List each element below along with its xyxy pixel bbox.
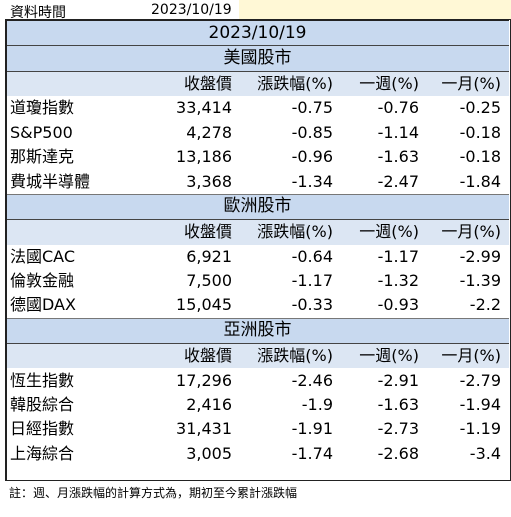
change-value: -0.96 — [240, 144, 341, 170]
table-row: 恆生指數 17,296 -2.46 -2.91 -2.79 — [6, 368, 510, 393]
col-month: 一月(%) — [427, 219, 510, 245]
close-value: 3,005 — [140, 441, 240, 467]
col-change: 漲跌幅(%) — [240, 219, 341, 245]
month-value: -3.4 — [427, 441, 510, 467]
month-value: -0.18 — [427, 120, 510, 145]
close-value: 13,186 — [140, 144, 240, 170]
index-name: 倫敦金融 — [6, 268, 140, 294]
change-value: -0.75 — [240, 96, 341, 121]
index-name: 德國DAX — [6, 293, 140, 319]
week-value: -1.32 — [341, 268, 427, 294]
month-value: -1.39 — [427, 268, 510, 294]
month-value: -0.25 — [427, 96, 510, 121]
info-highlight — [239, 0, 511, 20]
close-value: 3,368 — [140, 169, 240, 195]
close-value: 15,045 — [140, 293, 240, 319]
table-row: 費城半導體 3,368 -1.34 -2.47 -1.84 — [6, 169, 510, 195]
market-table: 2023/10/19 美國股市 收盤價 漲跌幅(%) 一週(%) 一月(%) 道… — [6, 19, 510, 467]
change-value: -1.34 — [240, 169, 341, 195]
week-value: -2.91 — [341, 368, 427, 393]
column-header-row: 收盤價 漲跌幅(%) 一週(%) 一月(%) — [6, 71, 510, 97]
change-value: -1.91 — [240, 417, 341, 442]
month-value: -2.2 — [427, 293, 510, 319]
week-value: -1.63 — [341, 392, 427, 418]
week-value: -0.93 — [341, 293, 427, 319]
week-value: -1.14 — [341, 120, 427, 145]
close-value: 31,431 — [140, 417, 240, 442]
section-title-us: 美國股市 — [6, 45, 510, 72]
index-name: 日經指數 — [6, 417, 140, 442]
footnote: 註：週、月漲跌幅的計算方式為，期初至今累計漲跌幅 — [9, 486, 298, 500]
month-value: -2.79 — [427, 368, 510, 393]
change-value: -2.46 — [240, 368, 341, 393]
table-row: 法國CAC 6,921 -0.64 -1.17 -2.99 — [6, 244, 510, 269]
change-value: -0.85 — [240, 120, 341, 145]
section-title-europe: 歐洲股市 — [6, 193, 510, 221]
table-row: 日經指數 31,431 -1.91 -2.73 -1.19 — [6, 417, 510, 442]
week-value: -0.76 — [341, 96, 427, 121]
month-value: -0.18 — [427, 144, 510, 170]
month-value: -2.99 — [427, 244, 510, 269]
col-close: 收盤價 — [140, 343, 240, 369]
week-value: -1.17 — [341, 244, 427, 269]
section-title-asia: 亞洲股市 — [6, 317, 510, 345]
change-value: -0.33 — [240, 293, 341, 319]
col-change: 漲跌幅(%) — [240, 343, 341, 369]
index-name: 恆生指數 — [6, 368, 140, 393]
table-row: S&P500 4,278 -0.85 -1.14 -0.18 — [6, 120, 510, 145]
close-value: 33,414 — [140, 96, 240, 121]
change-value: -0.64 — [240, 244, 341, 269]
week-value: -1.63 — [341, 144, 427, 170]
month-value: -1.94 — [427, 392, 510, 418]
col-month: 一月(%) — [427, 343, 510, 369]
change-value: -1.74 — [240, 441, 341, 467]
week-value: -2.47 — [341, 169, 427, 195]
info-label: 資料時間 — [10, 5, 66, 21]
table-row: 道瓊指數 33,414 -0.75 -0.76 -0.25 — [6, 96, 510, 121]
column-header-row: 收盤價 漲跌幅(%) 一週(%) 一月(%) — [6, 343, 510, 369]
table-row: 韓股綜合 2,416 -1.9 -1.63 -1.94 — [6, 392, 510, 418]
week-value: -2.73 — [341, 417, 427, 442]
index-name: 道瓊指數 — [6, 96, 140, 121]
close-value: 6,921 — [140, 244, 240, 269]
col-week: 一週(%) — [341, 219, 427, 245]
col-close: 收盤價 — [140, 219, 240, 245]
col-week: 一週(%) — [341, 343, 427, 369]
info-date: 2023/10/19 — [151, 2, 232, 18]
index-name: S&P500 — [6, 120, 140, 145]
index-name: 法國CAC — [6, 244, 140, 269]
col-close: 收盤價 — [140, 71, 240, 97]
table-row: 德國DAX 15,045 -0.33 -0.93 -2.2 — [6, 293, 510, 319]
column-header-row: 收盤價 漲跌幅(%) 一週(%) 一月(%) — [6, 219, 510, 245]
index-name: 費城半導體 — [6, 169, 140, 195]
month-value: -1.84 — [427, 169, 510, 195]
week-value: -2.68 — [341, 441, 427, 467]
change-value: -1.9 — [240, 392, 341, 418]
col-month: 一月(%) — [427, 71, 510, 97]
change-value: -1.17 — [240, 268, 341, 294]
month-value: -1.19 — [427, 417, 510, 442]
table-row: 那斯達克 13,186 -0.96 -1.63 -0.18 — [6, 144, 510, 170]
close-value: 7,500 — [140, 268, 240, 294]
close-value: 2,416 — [140, 392, 240, 418]
index-name: 上海綜合 — [6, 441, 140, 467]
close-value: 17,296 — [140, 368, 240, 393]
col-change: 漲跌幅(%) — [240, 71, 341, 97]
index-name: 那斯達克 — [6, 144, 140, 170]
col-week: 一週(%) — [341, 71, 427, 97]
table-row: 倫敦金融 7,500 -1.17 -1.32 -1.39 — [6, 268, 510, 294]
table-row: 上海綜合 3,005 -1.74 -2.68 -3.4 — [6, 441, 510, 467]
table-title: 2023/10/19 — [6, 19, 510, 47]
close-value: 4,278 — [140, 120, 240, 145]
index-name: 韓股綜合 — [6, 392, 140, 418]
